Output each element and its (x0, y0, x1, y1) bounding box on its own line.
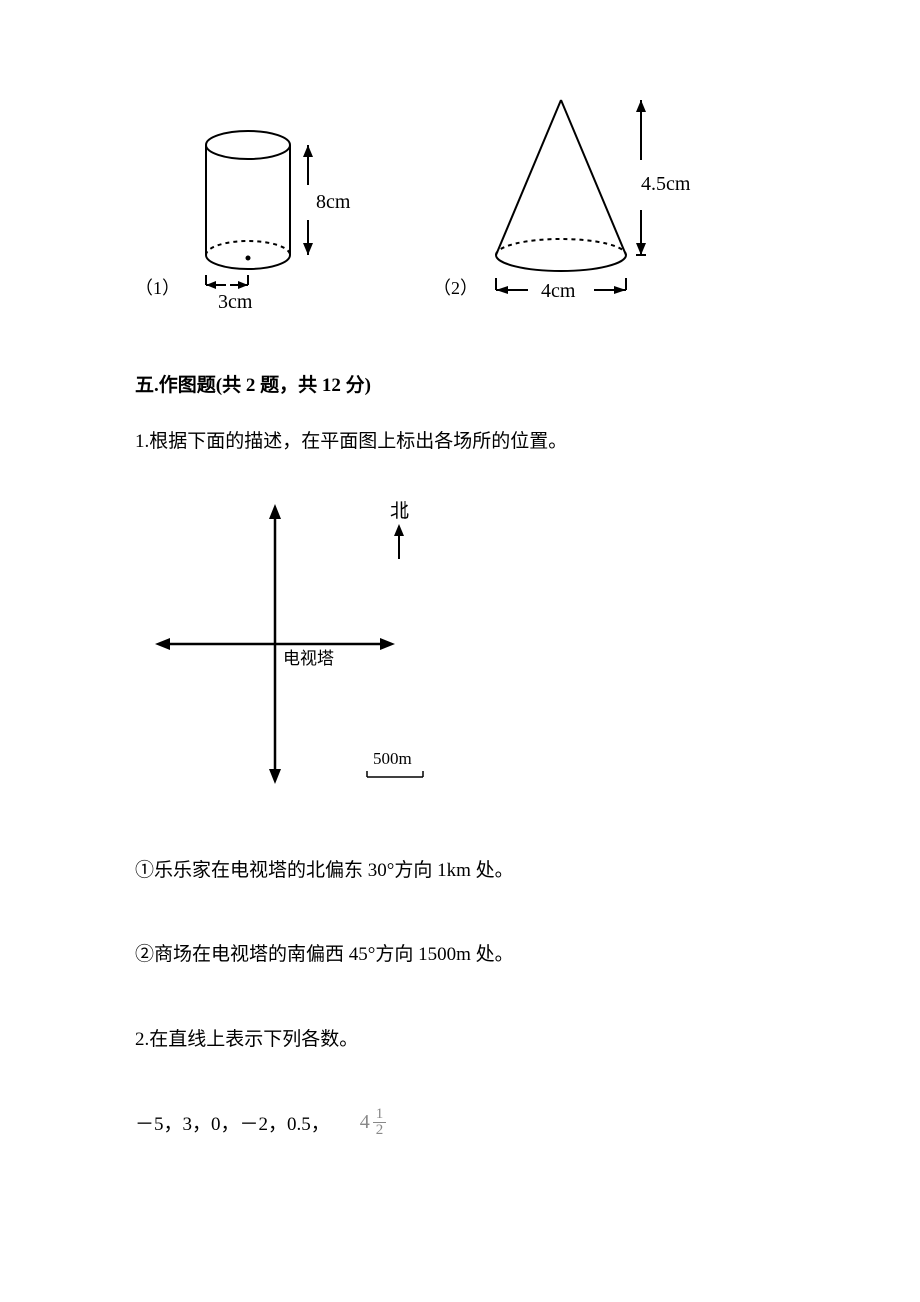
numbers-plain: －5，3，0，－2，0.5， (135, 1109, 330, 1136)
frac-whole: 4 (360, 1111, 370, 1134)
cone-figure-group: （2） 4.5cm 4cm (433, 90, 706, 310)
sub-question-1: ①乐乐家在电视塔的北偏东 30°方向 1km 处。 (135, 854, 785, 888)
question-2-text: 2.在直线上表示下列各数。 (135, 1023, 785, 1057)
mixed-fraction: 4 1 2 (360, 1107, 387, 1138)
compass-diagram: 北 电视塔 500m (145, 489, 785, 804)
frac-denominator: 2 (373, 1123, 387, 1138)
cone-diameter-text: 4cm (541, 280, 576, 302)
compass-svg: 北 电视塔 500m (145, 489, 465, 799)
frac-numerator: 1 (373, 1107, 387, 1123)
frac-stack: 1 2 (373, 1107, 387, 1138)
figures-row: （1） 8cm 3cm (135, 90, 785, 310)
center-label: 电视塔 (283, 649, 334, 668)
question-1-text: 1.根据下面的描述，在平面图上标出各场所的位置。 (135, 425, 785, 459)
cylinder-radius-text: 3cm (218, 291, 253, 310)
cone-svg: 4.5cm 4cm (486, 90, 706, 310)
cylinder-label: （1） (135, 274, 180, 300)
section-5-header: 五.作图题(共 2 题，共 12 分) (135, 370, 785, 397)
scale-label: 500m (373, 749, 412, 768)
cone-label: （2） (433, 274, 478, 300)
cylinder-figure-group: （1） 8cm 3cm (135, 110, 353, 310)
cone-height-text: 4.5cm (641, 173, 691, 195)
north-label: 北 (390, 500, 409, 522)
cylinder-height-text: 8cm (316, 191, 351, 213)
cylinder-svg: 8cm 3cm (188, 110, 353, 310)
sub-question-2: ②商场在电视塔的南偏西 45°方向 1500m 处。 (135, 938, 785, 972)
numbers-line: －5，3，0，－2，0.5， 4 1 2 (135, 1107, 785, 1138)
